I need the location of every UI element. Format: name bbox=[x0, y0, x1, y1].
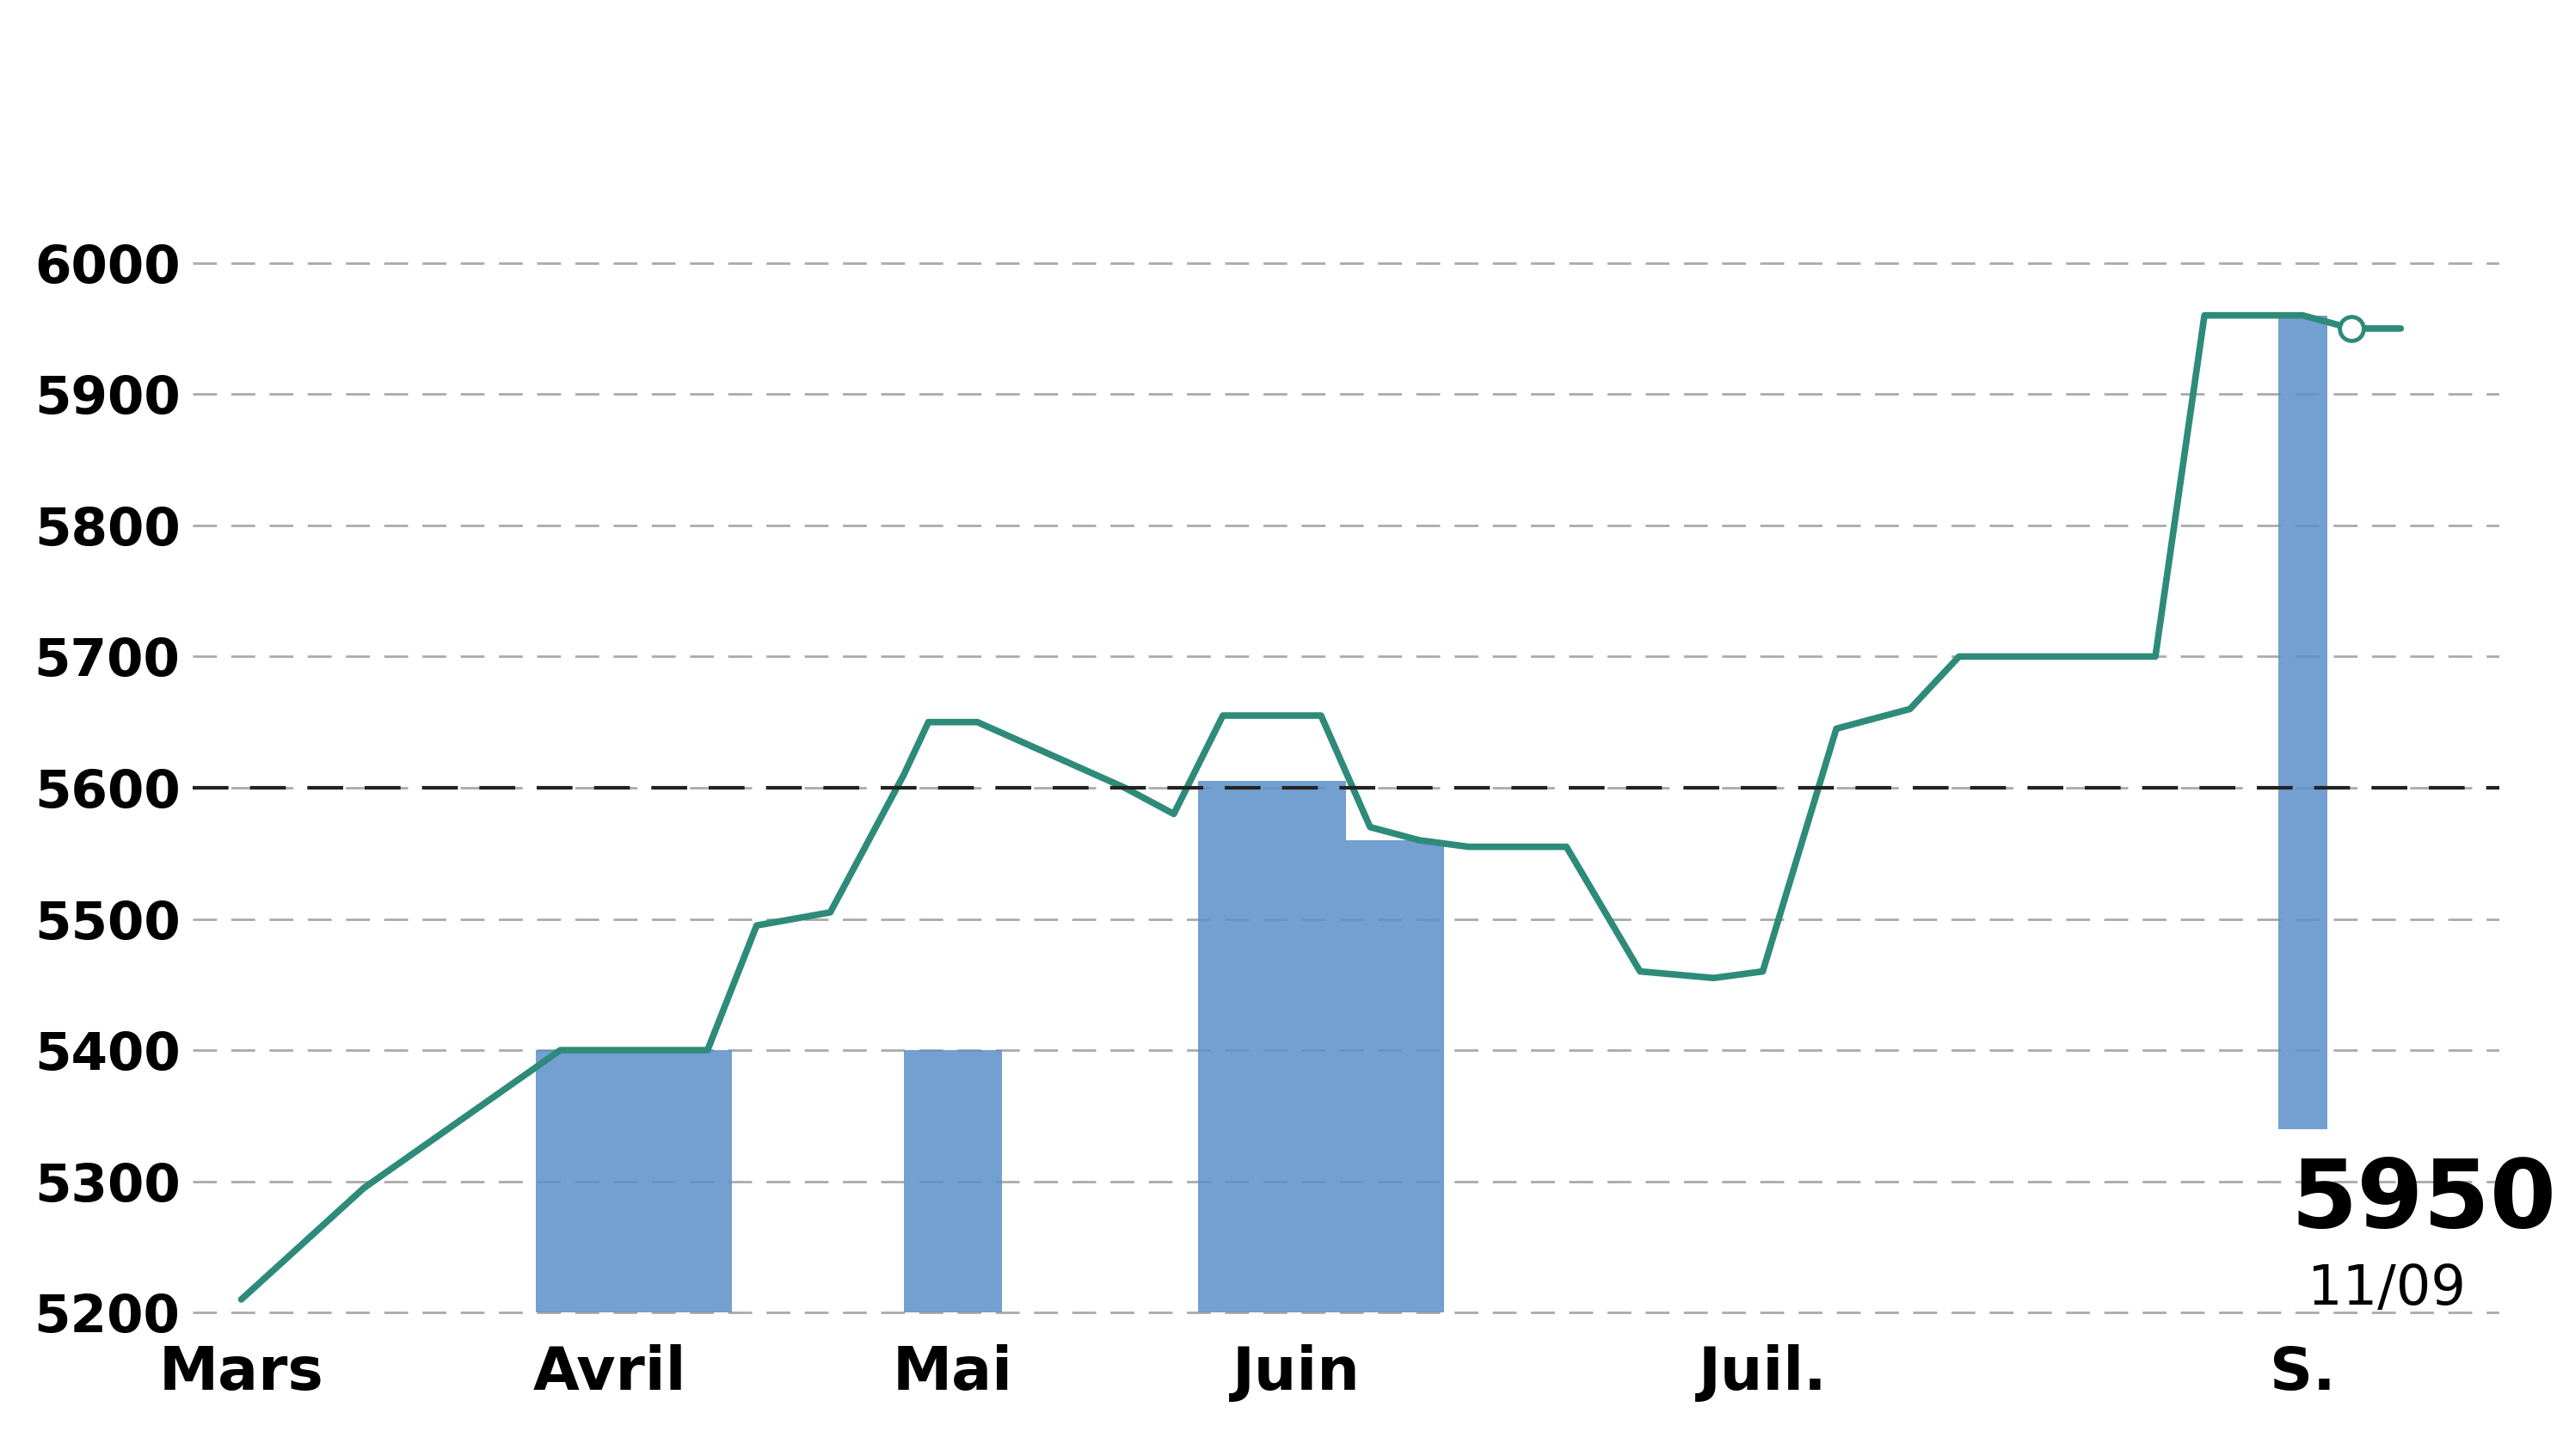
Bar bbox=[1248, 782, 1297, 1312]
Bar bbox=[1394, 840, 1443, 1312]
Text: 5950: 5950 bbox=[2291, 1155, 2555, 1246]
Text: TRAMWAYS DE ROUEN: TRAMWAYS DE ROUEN bbox=[456, 26, 2107, 156]
Bar bbox=[584, 1050, 633, 1312]
Bar bbox=[536, 1050, 584, 1312]
Bar bbox=[1199, 782, 1248, 1312]
Text: 11/09: 11/09 bbox=[2307, 1262, 2466, 1316]
Bar bbox=[953, 1050, 1002, 1312]
Bar bbox=[2279, 316, 2327, 1128]
Bar bbox=[905, 1050, 953, 1312]
Bar bbox=[1346, 840, 1394, 1312]
Bar bbox=[682, 1050, 733, 1312]
Bar bbox=[633, 1050, 682, 1312]
Bar bbox=[1297, 782, 1346, 1312]
